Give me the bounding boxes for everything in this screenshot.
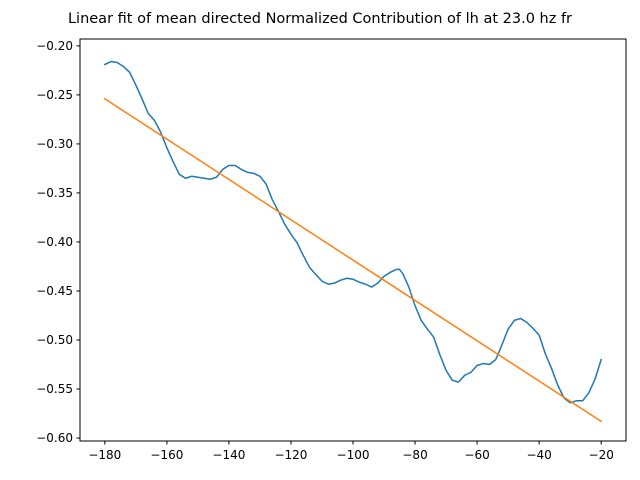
y-axis: −0.60 −0.55 −0.50 −0.45 −0.40 −0.35 −0.30 −0.25… <box>36 39 80 445</box>
x-tick-label: −160 <box>150 448 183 462</box>
y-tick-label: −0.30 <box>36 137 73 151</box>
x-tick-label: −80 <box>402 448 427 462</box>
series-layer <box>103 60 603 423</box>
y-tick-label: −0.60 <box>36 431 73 445</box>
chart-title: Linear fit of mean directed Normalized C… <box>68 11 572 27</box>
x-tick-label: −100 <box>337 448 370 462</box>
y-tick-label: −0.25 <box>36 88 73 102</box>
plot-frame <box>79 38 627 442</box>
series-line-fit <box>103 97 603 423</box>
series-line-mean <box>103 60 603 404</box>
y-tick-label: −0.50 <box>36 333 73 347</box>
y-tick-label: −0.20 <box>36 39 73 53</box>
y-tick-label: −0.40 <box>36 235 73 249</box>
x-tick-label: −120 <box>274 448 307 462</box>
y-tick-label: −0.35 <box>36 186 73 200</box>
plot-area <box>79 38 627 442</box>
x-tick-label: −40 <box>526 448 551 462</box>
x-tick-label: −140 <box>212 448 245 462</box>
x-tick-label: −60 <box>464 448 489 462</box>
x-tick-label: −180 <box>88 448 121 462</box>
y-tick-label: −0.45 <box>36 284 73 298</box>
x-axis: −180 −160 −140 −120 −100 −80 −60 −40 −20 <box>88 441 614 462</box>
y-tick-label: −0.55 <box>36 382 73 396</box>
x-tick-label: −20 <box>589 448 614 462</box>
